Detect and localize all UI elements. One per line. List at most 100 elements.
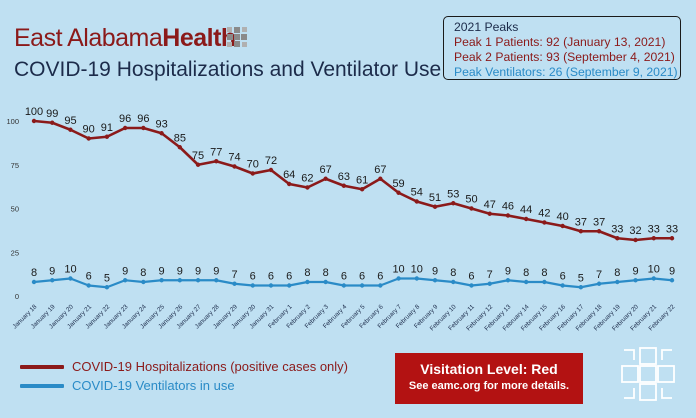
hospitalizations-data-label: 100 [25,106,43,118]
ventilators-data-label: 9 [177,265,183,277]
hospitalizations-point [305,185,310,190]
y-axis: 0 25 50 75 100 [6,117,19,301]
hospitalizations-data-label: 74 [228,152,240,164]
hospitalizations-data-label: 67 [320,164,332,176]
ventilators-point [451,279,456,285]
peak-ventilators-text: Peak Ventilators: 26 (September 9, 2021) [454,65,678,79]
ventilators-data-label: 9 [213,265,219,277]
legend-label-hospitalizations: COVID-19 Hospitalizations (positive case… [72,359,348,374]
ventilators-data-label: 8 [323,267,329,279]
hospitalizations-point [633,237,638,243]
hospitalizations-data-label: 37 [593,216,605,228]
hospitalizations-point [578,229,584,234]
hospitalizations-point [195,162,201,167]
hospitalizations-point [341,183,347,188]
ventilators-point [615,279,620,285]
ventilators-data-label: 6 [286,271,292,283]
hospitalizations-data-label: 33 [648,223,660,235]
ventilators-data-label: 9 [122,265,128,277]
ventilators-point [214,278,219,283]
hospitalizations-data-label: 95 [64,115,76,127]
hospitalizations-point [68,127,73,132]
ventilators-point [341,283,347,288]
ventilators-data-label: 9 [49,265,55,277]
legend-ventilators: COVID-19 Ventilators in use [20,378,235,393]
hospitalizations-data-label: 64 [283,169,295,181]
hospitalizations-data-label: 93 [155,118,167,130]
ventilators-point [287,283,292,288]
hospitalizations-data-label: 96 [137,113,149,125]
y-tick-label: 50 [11,205,19,214]
hospitalizations-data-label: 53 [447,188,459,200]
legend-swatch-ventilators [20,383,64,388]
ventilators-data-label: 6 [560,271,566,283]
ventilators-data-label: 10 [64,264,76,276]
visitation-details: See eamc.org for more details. [408,380,570,392]
ventilators-point [104,285,110,290]
hospitalizations-point [469,206,474,211]
hospitalizations-point [378,176,383,181]
ventilators-data-label: 8 [31,267,37,279]
hospitalizations-data-label: 96 [119,113,131,125]
peaks-box: 2021 Peaks Peak 1 Patients: 92 (January … [443,16,681,80]
hospitalizations-point [122,125,128,131]
hospitalizations-data-label: 44 [520,204,532,216]
hospitalizations-data-label: 50 [465,194,477,206]
visitation-banner[interactable]: Visitation Level: Red See eamc.org for m… [395,353,583,404]
ventilators-point [31,279,37,285]
ventilators-point [195,278,201,283]
hospitalizations-data-label: 90 [83,124,95,136]
hospitalizations-data-label: 54 [411,187,423,199]
ventilators-data-label: 7 [487,269,493,281]
ventilators-point [651,276,656,281]
ventilators-data-label: 6 [377,271,383,283]
hospitalizations-point [31,118,37,124]
ventilators-point [177,278,183,283]
ventilators-point [68,276,73,281]
hospitalizations-point [505,213,511,218]
hospitalizations-point [651,236,656,241]
hospitalizations-point [596,229,602,234]
ventilators-data-label: 10 [648,264,660,276]
ventilators-point [542,279,547,285]
ventilators-point [378,283,383,288]
ventilators-data-label: 6 [268,271,274,283]
hospitalizations-data-label: 32 [629,225,641,237]
hospitalizations-data-label: 63 [338,171,350,183]
hospitalizations-point [323,176,328,181]
ventilators-data-label: 8 [140,267,146,279]
hospitalizations-data-label: 85 [174,132,186,144]
ventilators-data-label: 8 [614,267,620,279]
ventilators-point [414,276,419,281]
hospitalizations-point [214,159,219,164]
hospitalizations-point [177,145,183,150]
ventilators-point [268,283,274,288]
ventilators-data-label: 9 [159,265,165,277]
hospitalizations-data-label: 59 [392,178,404,190]
ventilators-data-label: 6 [250,271,256,283]
ventilators-point [487,281,492,286]
ventilators-point [141,279,146,285]
hospitalizations-point [287,181,292,187]
ventilators-point [50,278,55,283]
legend-hospitalizations: COVID-19 Hospitalizations (positive case… [20,359,348,374]
ventilators-data-label: 7 [596,269,602,281]
hospitalizations-point [560,223,565,229]
y-tick-label: 75 [11,161,19,170]
ventilators-point [432,278,438,283]
ventilators-point [323,279,328,285]
hospitalizations-data-label: 42 [538,208,550,220]
y-tick-label: 100 [6,117,19,126]
hospitalizations-data-label: 61 [356,174,368,186]
ventilators-point [633,278,638,283]
ventilators-point [469,283,474,288]
cross-outline-logo-icon [621,347,675,401]
legend-swatch-hospitalizations [20,364,64,369]
hospitalizations-point [141,125,146,131]
brand-name-part1: East Alabama [14,24,163,52]
hospitalizations-data-label: 77 [210,146,222,158]
cross-grid-icon [227,27,247,47]
